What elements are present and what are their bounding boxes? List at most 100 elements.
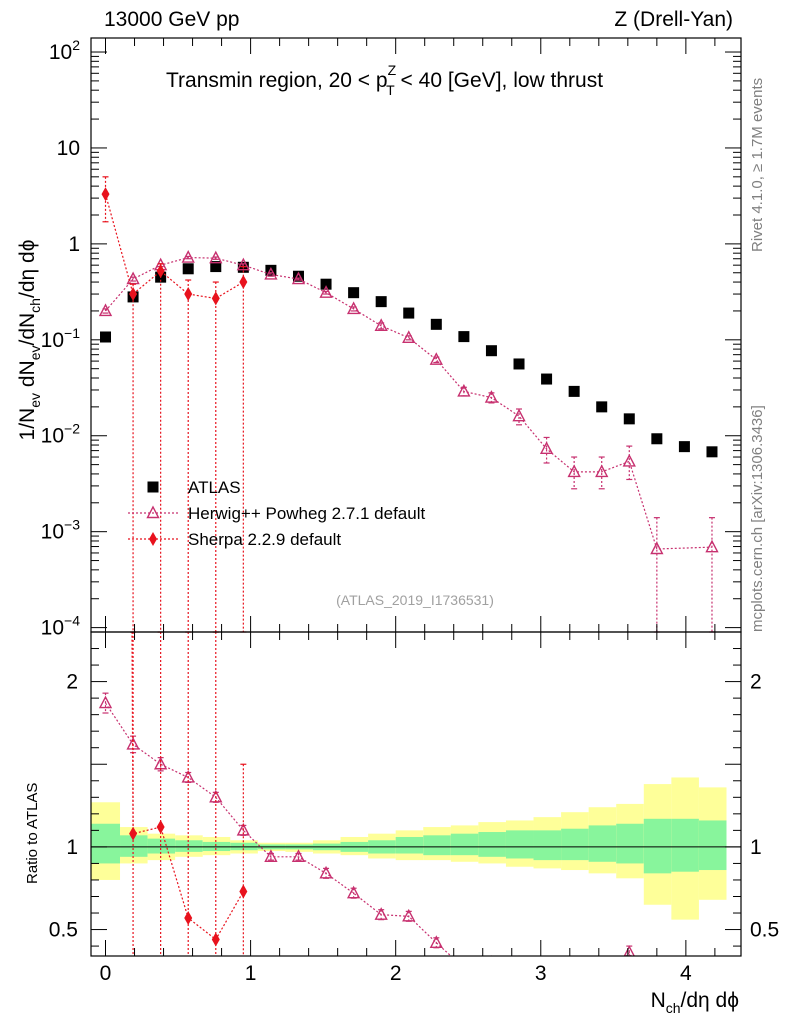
sherpa-point <box>129 287 138 302</box>
x-tick-label: 1 <box>245 962 257 985</box>
herwig-point <box>374 318 388 331</box>
stat-uncertainty-band <box>588 825 617 862</box>
y-tick-label: 10 <box>57 137 80 160</box>
herwig-ratio-point <box>291 849 306 863</box>
series-0 <box>100 261 718 458</box>
x-axis-label: Nch/dη dϕ <box>651 989 739 1016</box>
herwig-point <box>291 271 306 285</box>
legend-label: ATLAS <box>188 478 241 497</box>
header-energy: 13000 GeV pp <box>104 8 239 31</box>
herwig-ratio-point <box>402 908 416 922</box>
y-tick-label: 102 <box>49 37 80 64</box>
sherpa-ratio-point <box>239 884 248 899</box>
stat-uncertainty-band <box>643 818 672 874</box>
y-tick-label: 10−1 <box>41 325 81 352</box>
ratio-clip <box>98 692 635 994</box>
series-line <box>105 256 713 550</box>
atlas-data-point <box>265 264 277 276</box>
top-ylabel: 1/Nev dNev/dNch/dη dϕ <box>16 240 43 441</box>
atlas-data-point <box>513 358 525 370</box>
ratio-y-tick-label-right: 1 <box>750 836 762 859</box>
stat-uncertainty-band <box>616 823 644 864</box>
mcplots-label: mcplots.cern.ch [arXiv:1306.3436] <box>749 405 766 632</box>
bottom-panel-series <box>98 632 635 994</box>
herwig-point <box>539 441 554 455</box>
ratio-y-tick-label-right: 2 <box>750 671 762 694</box>
ratio-y-tick-label: 0.5 <box>49 919 78 942</box>
analysis-watermark: (ATLAS_2019_I1736531) <box>336 592 494 608</box>
atlas-data-point <box>375 296 387 308</box>
bottom-panel-frame <box>90 631 742 957</box>
herwig-point <box>512 408 526 422</box>
herwig-point <box>98 303 113 317</box>
stat-uncertainty-band <box>533 830 562 861</box>
bottom-ylabel: Ratio to ATLAS <box>24 783 41 884</box>
atlas-data-point <box>541 373 553 385</box>
atlas-data-point <box>320 278 332 290</box>
legend-herwig-marker <box>146 505 160 519</box>
sherpa-point <box>239 275 248 290</box>
herwig-ratio-point <box>490 955 492 956</box>
atlas-data-point <box>100 331 112 343</box>
sherpa-ratio-point <box>184 910 193 925</box>
stat-uncertainty-band <box>698 820 727 871</box>
atlas-data-point <box>182 263 194 275</box>
herwig-point <box>264 266 278 280</box>
herwig-ratio-point <box>458 962 469 973</box>
sherpa-ratio-point <box>156 820 165 835</box>
stat-uncertainty-band <box>478 832 506 857</box>
atlas-data-point <box>568 385 580 397</box>
stat-uncertainty-band <box>120 835 148 857</box>
herwig-point <box>181 250 195 263</box>
ratio-y-tick-label-right: 0.5 <box>750 919 779 942</box>
atlas-data-point <box>678 441 690 453</box>
atlas-data-point <box>485 345 497 357</box>
chart-title: Transmin region, 20 < pZ T < 40 [GeV], lo… <box>166 62 603 98</box>
herwig-point <box>346 301 361 315</box>
sherpa-point <box>211 291 220 306</box>
series-line <box>104 193 244 300</box>
svg-text:1/Nev dNev/dNch/dη dϕ: 1/Nev dNev/dNch/dη dϕ <box>16 240 43 441</box>
ratio-y-tick-label: 2 <box>66 671 78 694</box>
header-process: Z (Drell-Yan) <box>614 8 733 31</box>
herwig-ratio-point <box>569 983 580 994</box>
herwig-point <box>484 390 499 403</box>
legend-label: Herwig++ Powheg 2.7.1 default <box>188 504 425 523</box>
sherpa-ratio-point <box>129 826 138 841</box>
herwig-point <box>595 464 609 478</box>
herwig-point <box>402 330 416 343</box>
herwig-point <box>650 541 664 555</box>
herwig-ratio-point <box>374 907 388 920</box>
ratio-bands <box>91 777 727 920</box>
legend: ATLAS Herwig++ Powheg 2.7.1 default Sherpa… <box>128 478 425 549</box>
herwig-ratio-point <box>236 822 251 836</box>
atlas-data-point <box>651 433 663 445</box>
atlas-data-point <box>403 307 415 319</box>
series-1 <box>98 250 719 633</box>
herwig-ratio-point <box>623 945 635 956</box>
herwig-point <box>622 453 636 467</box>
atlas-data-point <box>458 331 470 343</box>
herwig-point <box>236 257 251 271</box>
atlas-data-point <box>596 401 608 413</box>
y-tick-label: 10−2 <box>41 421 81 448</box>
top-panel-series <box>98 176 719 633</box>
stat-uncertainty-band <box>671 818 699 872</box>
axes: 0 1 2 3 4 10−4 10−3 10−2 10−1 1 10 102 0.5 0.5 1 1 2 2 <box>41 37 780 985</box>
herwig-point <box>429 352 443 365</box>
stat-uncertainty-band <box>91 823 121 864</box>
stat-uncertainty-band <box>561 828 589 861</box>
herwig-point <box>567 464 581 478</box>
herwig-point <box>209 250 223 264</box>
rivet-version-label: Rivet 4.1.0, ≥ 1.7M events <box>749 78 766 252</box>
herwig-point <box>457 383 471 397</box>
herwig-point <box>126 271 140 285</box>
sherpa-ratio-point <box>211 932 220 947</box>
ratio-y-tick-label: 1 <box>66 836 78 859</box>
x-tick-label: 3 <box>535 962 547 985</box>
atlas-data-point <box>348 287 360 299</box>
legend-label: Sherpa 2.2.9 default <box>188 530 341 549</box>
herwig-ratio-point <box>264 849 278 863</box>
atlas-data-point <box>623 413 635 425</box>
